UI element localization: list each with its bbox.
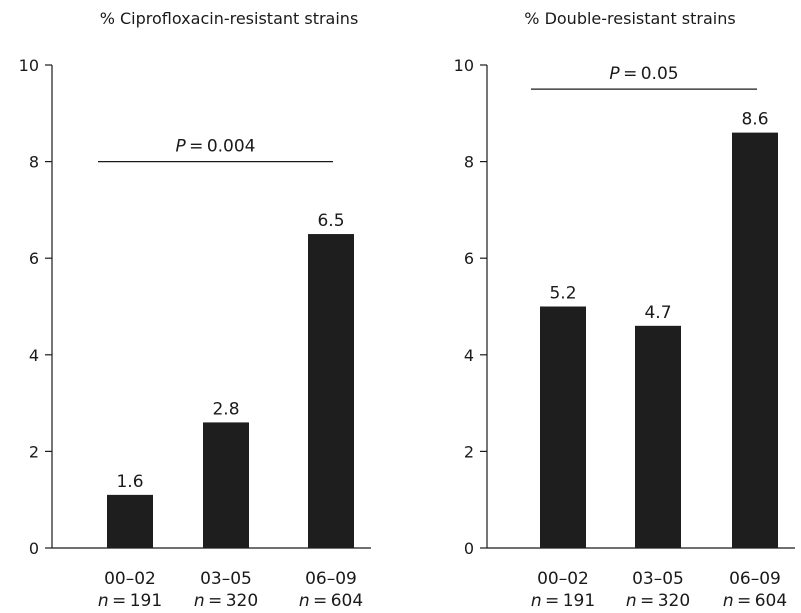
chart-panel-1: % Ciprofloxacin-resistant strains 0 2 4 6 8 10… xyxy=(19,9,371,611)
y-tick-label: 0 xyxy=(464,539,474,558)
x-n-label: n = 604 xyxy=(299,591,363,611)
x-n-label: n = 320 xyxy=(626,591,690,611)
y-tick-label: 4 xyxy=(464,346,474,365)
n-symbol: n xyxy=(626,591,637,611)
n-equals: = xyxy=(205,591,226,611)
y-tick-label: 2 xyxy=(29,442,39,461)
significance-label: P = 0.05 xyxy=(609,64,678,84)
bar-data-label: 4.7 xyxy=(644,303,671,323)
bar-data-label: 1.6 xyxy=(116,472,143,492)
n-value: 604 xyxy=(331,591,363,611)
significance-label: P = 0.004 xyxy=(176,137,256,157)
p-equals: = xyxy=(620,64,641,84)
y-tick-label: 10 xyxy=(454,56,474,75)
x-n-label: n = 191 xyxy=(98,591,162,611)
bar xyxy=(308,234,354,549)
x-n-label: n = 191 xyxy=(531,591,595,611)
x-n-label: n = 604 xyxy=(723,591,787,611)
p-symbol: P xyxy=(176,137,187,157)
n-equals: = xyxy=(637,591,658,611)
bar xyxy=(540,306,586,548)
y-tick-label: 6 xyxy=(464,249,474,268)
y-tick-label: 4 xyxy=(29,346,39,365)
y-tick-label: 0 xyxy=(29,539,39,558)
bar-data-label: 6.5 xyxy=(317,211,344,231)
n-symbol: n xyxy=(194,591,205,611)
n-equals: = xyxy=(109,591,130,611)
n-symbol: n xyxy=(98,591,109,611)
chart-panel-2: % Double-resistant strains 0 2 4 6 8 10 5.2 00–0… xyxy=(454,9,795,611)
y-tick-label: 8 xyxy=(29,153,39,172)
n-symbol: n xyxy=(299,591,310,611)
n-value: 191 xyxy=(563,591,595,611)
n-value: 191 xyxy=(130,591,162,611)
bar xyxy=(203,422,249,548)
bar xyxy=(732,132,778,548)
x-category-label: 00–02 xyxy=(104,569,156,589)
n-equals: = xyxy=(310,591,331,611)
x-category-label: 03–05 xyxy=(632,569,684,589)
n-value: 320 xyxy=(226,591,258,611)
y-tick-label: 6 xyxy=(29,249,39,268)
n-value: 604 xyxy=(755,591,787,611)
bar-data-label: 2.8 xyxy=(212,399,239,419)
y-tick-label: 2 xyxy=(464,442,474,461)
x-category-label: 06–09 xyxy=(305,569,357,589)
bar-data-label: 8.6 xyxy=(741,110,768,130)
bar xyxy=(635,325,681,548)
n-value: 320 xyxy=(658,591,690,611)
x-category-label: 06–09 xyxy=(729,569,781,589)
y-tick-label: 10 xyxy=(19,56,39,75)
p-symbol: P xyxy=(609,64,620,84)
chart-title: % Ciprofloxacin-resistant strains xyxy=(100,9,359,28)
x-n-label: n = 320 xyxy=(194,591,258,611)
n-equals: = xyxy=(542,591,563,611)
x-category-label: 03–05 xyxy=(200,569,252,589)
x-category-label: 00–02 xyxy=(537,569,589,589)
chart-title: % Double-resistant strains xyxy=(524,9,735,28)
n-equals: = xyxy=(734,591,755,611)
n-symbol: n xyxy=(723,591,734,611)
bar xyxy=(107,494,153,548)
n-symbol: n xyxy=(531,591,542,611)
bar-data-label: 5.2 xyxy=(549,284,576,304)
p-equals: = xyxy=(186,137,207,157)
y-tick-label: 8 xyxy=(464,153,474,172)
p-value: 0.004 xyxy=(207,137,256,157)
p-value: 0.05 xyxy=(641,64,679,84)
